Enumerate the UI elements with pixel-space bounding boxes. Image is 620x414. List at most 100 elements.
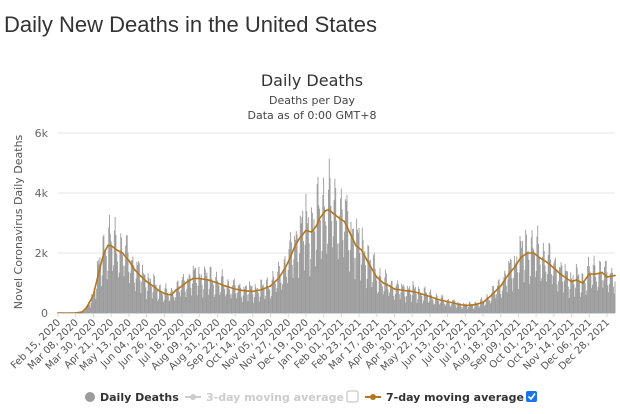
daily-deaths-bar xyxy=(273,276,275,313)
daily-deaths-bar xyxy=(439,304,440,313)
daily-deaths-bar xyxy=(552,275,554,313)
y-tick-label: 0 xyxy=(41,307,48,320)
daily-deaths-bar xyxy=(279,276,281,313)
daily-deaths-bar xyxy=(609,273,611,313)
daily-deaths-bar xyxy=(182,276,184,313)
daily-deaths-bar xyxy=(204,266,205,313)
daily-deaths-bar xyxy=(245,285,247,313)
daily-deaths-bar xyxy=(426,293,428,313)
daily-deaths-bar xyxy=(191,295,193,313)
daily-deaths-bar xyxy=(382,294,384,313)
daily-deaths-bar xyxy=(312,229,314,313)
daily-deaths-bar xyxy=(291,265,293,313)
three-day-average-checkbox[interactable] xyxy=(346,390,359,403)
daily-deaths-bar xyxy=(89,307,91,313)
daily-deaths-bar xyxy=(212,284,214,313)
daily-deaths-bar xyxy=(530,237,532,313)
daily-deaths-bar xyxy=(154,276,156,313)
daily-deaths-bar xyxy=(252,294,254,313)
daily-deaths-bar xyxy=(183,274,185,313)
daily-deaths-bar xyxy=(338,243,340,313)
daily-deaths-bar xyxy=(415,293,417,313)
daily-deaths-bar xyxy=(276,287,278,313)
daily-deaths-bar xyxy=(489,303,491,313)
daily-deaths-bar xyxy=(330,205,332,313)
seven-day-average-point xyxy=(514,265,517,268)
seven-day-average-point xyxy=(552,267,555,269)
daily-deaths-bar xyxy=(282,270,284,313)
daily-deaths-bar xyxy=(236,298,238,313)
daily-deaths-bar xyxy=(110,241,112,313)
y-axis-label: Novel Coronavirus Daily Deaths xyxy=(12,134,25,309)
daily-deaths-bar xyxy=(280,282,282,313)
legend-label-7day-average: 7-day moving average xyxy=(386,391,524,404)
daily-deaths-bar xyxy=(315,249,317,313)
daily-deaths-bar xyxy=(455,307,457,313)
seven-day-average-point xyxy=(315,225,318,227)
daily-deaths-bar xyxy=(84,309,86,313)
daily-deaths-bar xyxy=(577,275,579,313)
seven-day-average-point xyxy=(559,273,562,275)
seven-day-average-point xyxy=(163,292,166,295)
daily-deaths-bar xyxy=(395,286,397,313)
daily-deaths-bar xyxy=(176,281,178,313)
daily-deaths-bar xyxy=(472,309,474,313)
daily-deaths-bar xyxy=(332,247,333,313)
daily-deaths-bar xyxy=(196,295,198,313)
daily-deaths-bar xyxy=(223,284,225,313)
daily-deaths-bar xyxy=(406,285,408,313)
daily-deaths-bar xyxy=(599,260,601,313)
daily-deaths-bar xyxy=(477,304,479,313)
daily-deaths-bar xyxy=(575,263,577,313)
seven-day-average-point xyxy=(349,232,352,235)
daily-deaths-bar xyxy=(171,290,173,313)
daily-deaths-bar xyxy=(106,279,108,313)
daily-deaths-bar xyxy=(510,260,512,313)
daily-deaths-bar xyxy=(331,220,333,313)
daily-deaths-bar xyxy=(105,251,106,313)
seven-day-average-point xyxy=(241,289,244,292)
daily-deaths-bar xyxy=(346,194,348,313)
daily-deaths-bar xyxy=(606,272,608,313)
daily-deaths-bar xyxy=(517,288,519,313)
daily-deaths-bar xyxy=(98,264,100,313)
daily-deaths-bar xyxy=(596,290,598,313)
seven-day-average-point xyxy=(81,311,83,313)
daily-deaths-bar xyxy=(460,303,461,313)
daily-deaths-bar xyxy=(369,260,370,313)
daily-deaths-bar xyxy=(270,298,271,313)
seven-day-average-checkbox[interactable] xyxy=(526,391,537,402)
daily-deaths-bar xyxy=(152,292,154,313)
daily-deaths-bar xyxy=(218,285,220,313)
daily-deaths-bar xyxy=(336,220,337,313)
daily-deaths-bar xyxy=(191,283,193,313)
daily-deaths-bar xyxy=(509,258,511,313)
daily-deaths-bar xyxy=(583,282,585,313)
daily-deaths-bar xyxy=(277,271,279,313)
daily-deaths-bar xyxy=(244,288,246,313)
daily-deaths-bar xyxy=(113,265,114,313)
daily-deaths-bar xyxy=(129,272,131,313)
daily-deaths-bar xyxy=(242,295,244,313)
daily-deaths-bar xyxy=(583,281,585,313)
daily-deaths-bar xyxy=(120,233,122,313)
legend-item-7day-average[interactable]: 7-day moving average xyxy=(365,391,524,404)
daily-deaths-bar xyxy=(297,261,299,313)
daily-deaths-bar xyxy=(560,262,562,313)
daily-deaths-bar xyxy=(467,308,469,313)
legend-item-daily-deaths[interactable]: Daily Deaths xyxy=(85,391,179,404)
daily-deaths-bar xyxy=(321,250,323,313)
daily-deaths-bar xyxy=(323,177,325,313)
daily-deaths-bar xyxy=(428,301,430,313)
daily-deaths-bar xyxy=(490,301,492,313)
daily-deaths-bar xyxy=(473,307,475,313)
seven-day-average-point xyxy=(464,304,467,307)
daily-deaths-bar xyxy=(227,279,229,313)
legend-item-3day-average[interactable]: 3-day moving average xyxy=(185,391,344,404)
daily-deaths-bar xyxy=(587,256,589,313)
daily-deaths-bar xyxy=(134,282,135,313)
daily-deaths-bar xyxy=(137,264,139,313)
daily-deaths-bar xyxy=(195,267,197,313)
daily-deaths-bar xyxy=(135,278,137,313)
daily-deaths-bar xyxy=(298,277,300,313)
